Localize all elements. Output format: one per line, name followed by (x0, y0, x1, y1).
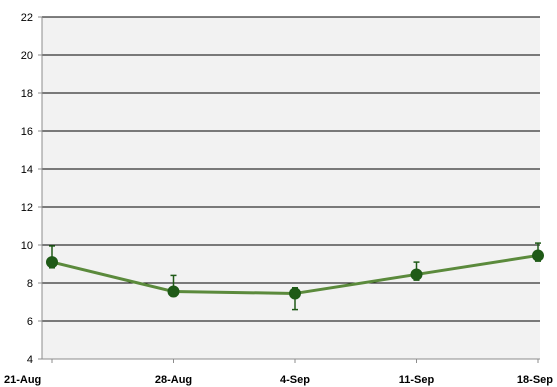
data-point (410, 268, 423, 281)
x-tick-label: 28-Aug (155, 374, 192, 386)
data-point (167, 285, 180, 298)
y-tick-label: 6 (27, 316, 33, 328)
data-point (289, 287, 301, 300)
x-tick-label: 4-Sep (280, 374, 310, 386)
y-tick-label: 4 (27, 354, 33, 366)
plot-area (42, 17, 540, 359)
y-tick-label: 18 (21, 88, 33, 100)
data-series (46, 242, 544, 311)
y-axis-ticks: 4 6 8 10 12 14 16 18 20 22 (21, 12, 42, 366)
y-tick-label: 12 (21, 202, 33, 214)
x-tick-label: 11-Sep (399, 374, 435, 386)
data-point (46, 256, 58, 269)
x-axis-ticks: 21-Aug 28-Aug 4-Sep 11-Sep 18-Sep (4, 359, 553, 386)
y-tick-label: 20 (21, 50, 33, 62)
y-tick-label: 10 (21, 240, 33, 252)
data-point (532, 249, 544, 262)
x-tick-label: 18-Sep (517, 374, 553, 386)
gridlines (42, 16, 540, 322)
y-tick-label: 8 (27, 278, 33, 290)
y-tick-label: 16 (21, 126, 33, 138)
y-tick-label: 22 (21, 12, 33, 24)
y-tick-label: 14 (21, 164, 33, 176)
x-tick-label: 21-Aug (4, 374, 41, 386)
axes (41, 17, 540, 360)
